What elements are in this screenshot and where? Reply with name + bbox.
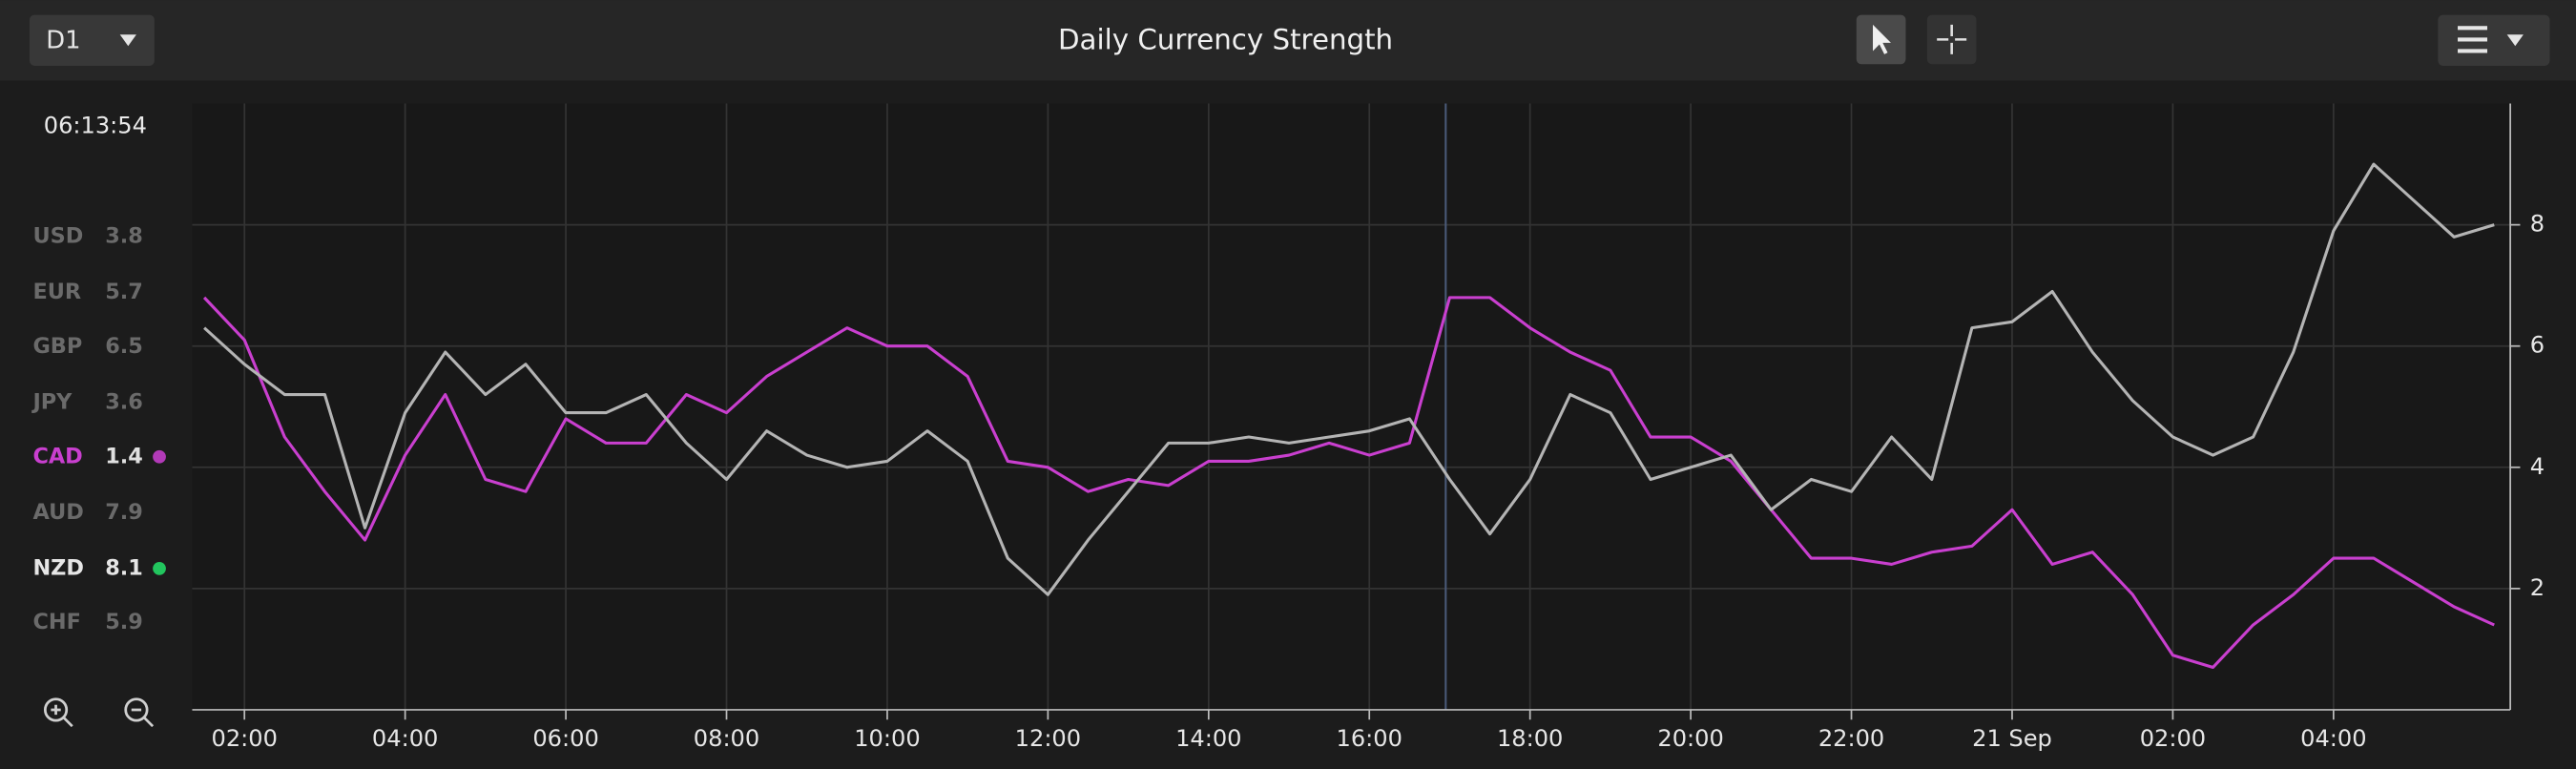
menu-icon: [2458, 26, 2488, 53]
x-tick-label: 06:00: [532, 725, 598, 752]
zoom-icon[interactable]: [43, 697, 69, 722]
x-tick-label: 12:00: [1015, 725, 1081, 752]
x-tick-label: 08:00: [694, 725, 759, 752]
x-tick-label: 18:00: [1497, 725, 1563, 752]
x-tick-label: 10:00: [854, 725, 920, 752]
x-tick-label: 04:00: [372, 725, 438, 752]
zoom-out[interactable]: [124, 697, 155, 728]
lines: [202, 162, 2495, 670]
menu-button[interactable]: [2438, 14, 2550, 66]
x-tick-label: 04:00: [2300, 725, 2366, 752]
dropdown-arrow: [2506, 34, 2524, 47]
button-box[interactable]: [1926, 14, 1977, 65]
timeframe[interactable]: D1: [46, 27, 80, 55]
active-dot: [153, 561, 166, 575]
active-dot: [153, 449, 166, 464]
dropdown-box[interactable]: [29, 14, 155, 66]
clock: 06:13:54: [44, 113, 147, 139]
timeframe-dropdown[interactable]: D1: [29, 14, 155, 66]
currency-value: 5.7: [105, 280, 143, 304]
currency-value: 3.8: [105, 224, 143, 249]
toolbar: [0, 0, 2576, 81]
currency-value: 8.1: [105, 555, 143, 580]
series-line: [202, 296, 2495, 670]
grid: [192, 103, 2521, 720]
series-line: [203, 162, 2495, 596]
currency-value: 1.4: [105, 444, 143, 468]
currency-name: GBP: [32, 334, 82, 359]
currency-name: EUR: [32, 280, 81, 304]
zoom-icon: [131, 708, 155, 728]
crosshair-icon: [1937, 24, 1967, 54]
pointer-button[interactable]: [1856, 14, 1906, 65]
currency-value: 7.9: [105, 500, 143, 525]
currency-value: 3.6: [105, 389, 143, 414]
x-tick-label: 16:00: [1337, 725, 1402, 752]
plot-area: [192, 103, 2511, 710]
zoom-in[interactable]: [43, 697, 73, 728]
cursor-icon: [1873, 24, 1891, 54]
currency-name: AUD: [32, 500, 83, 525]
x-tick-label: 14:00: [1175, 725, 1241, 752]
zoom-icon: [51, 704, 73, 728]
currency-name: USD: [32, 224, 83, 249]
currency-name: JPY: [31, 389, 73, 414]
x-tick-label: 21 Sep: [1972, 725, 2052, 752]
chart-title: Daily Currency Strength: [1058, 24, 1393, 56]
currency-list: USD 3.8 EUR 5.7 GBP 6.5 JPY 3.6 CAD 1.4 …: [31, 224, 166, 634]
currency-name[interactable]: NZD: [32, 555, 84, 580]
x-tick-label: 22:00: [1818, 725, 1884, 752]
crosshair-button[interactable]: [1926, 14, 1977, 65]
y-tick-label: 2: [2530, 574, 2545, 601]
dropdown-arrow: [119, 34, 136, 47]
x-tick-label: 20:00: [1657, 725, 1723, 752]
y-tick-label: 6: [2530, 332, 2545, 359]
currency-name: CHF: [32, 610, 80, 634]
y-tick-label: 4: [2530, 453, 2545, 480]
currency-value: 6.5: [105, 334, 143, 359]
currency-value: 5.9: [105, 610, 143, 634]
x-tick-label: 02:00: [211, 725, 277, 752]
button-box[interactable]: [2438, 14, 2550, 66]
y-tick-label: 8: [2530, 211, 2545, 238]
x-tick-label: 02:00: [2140, 725, 2206, 752]
currency-name[interactable]: CAD: [32, 444, 82, 468]
zoom-icon[interactable]: [124, 697, 149, 722]
